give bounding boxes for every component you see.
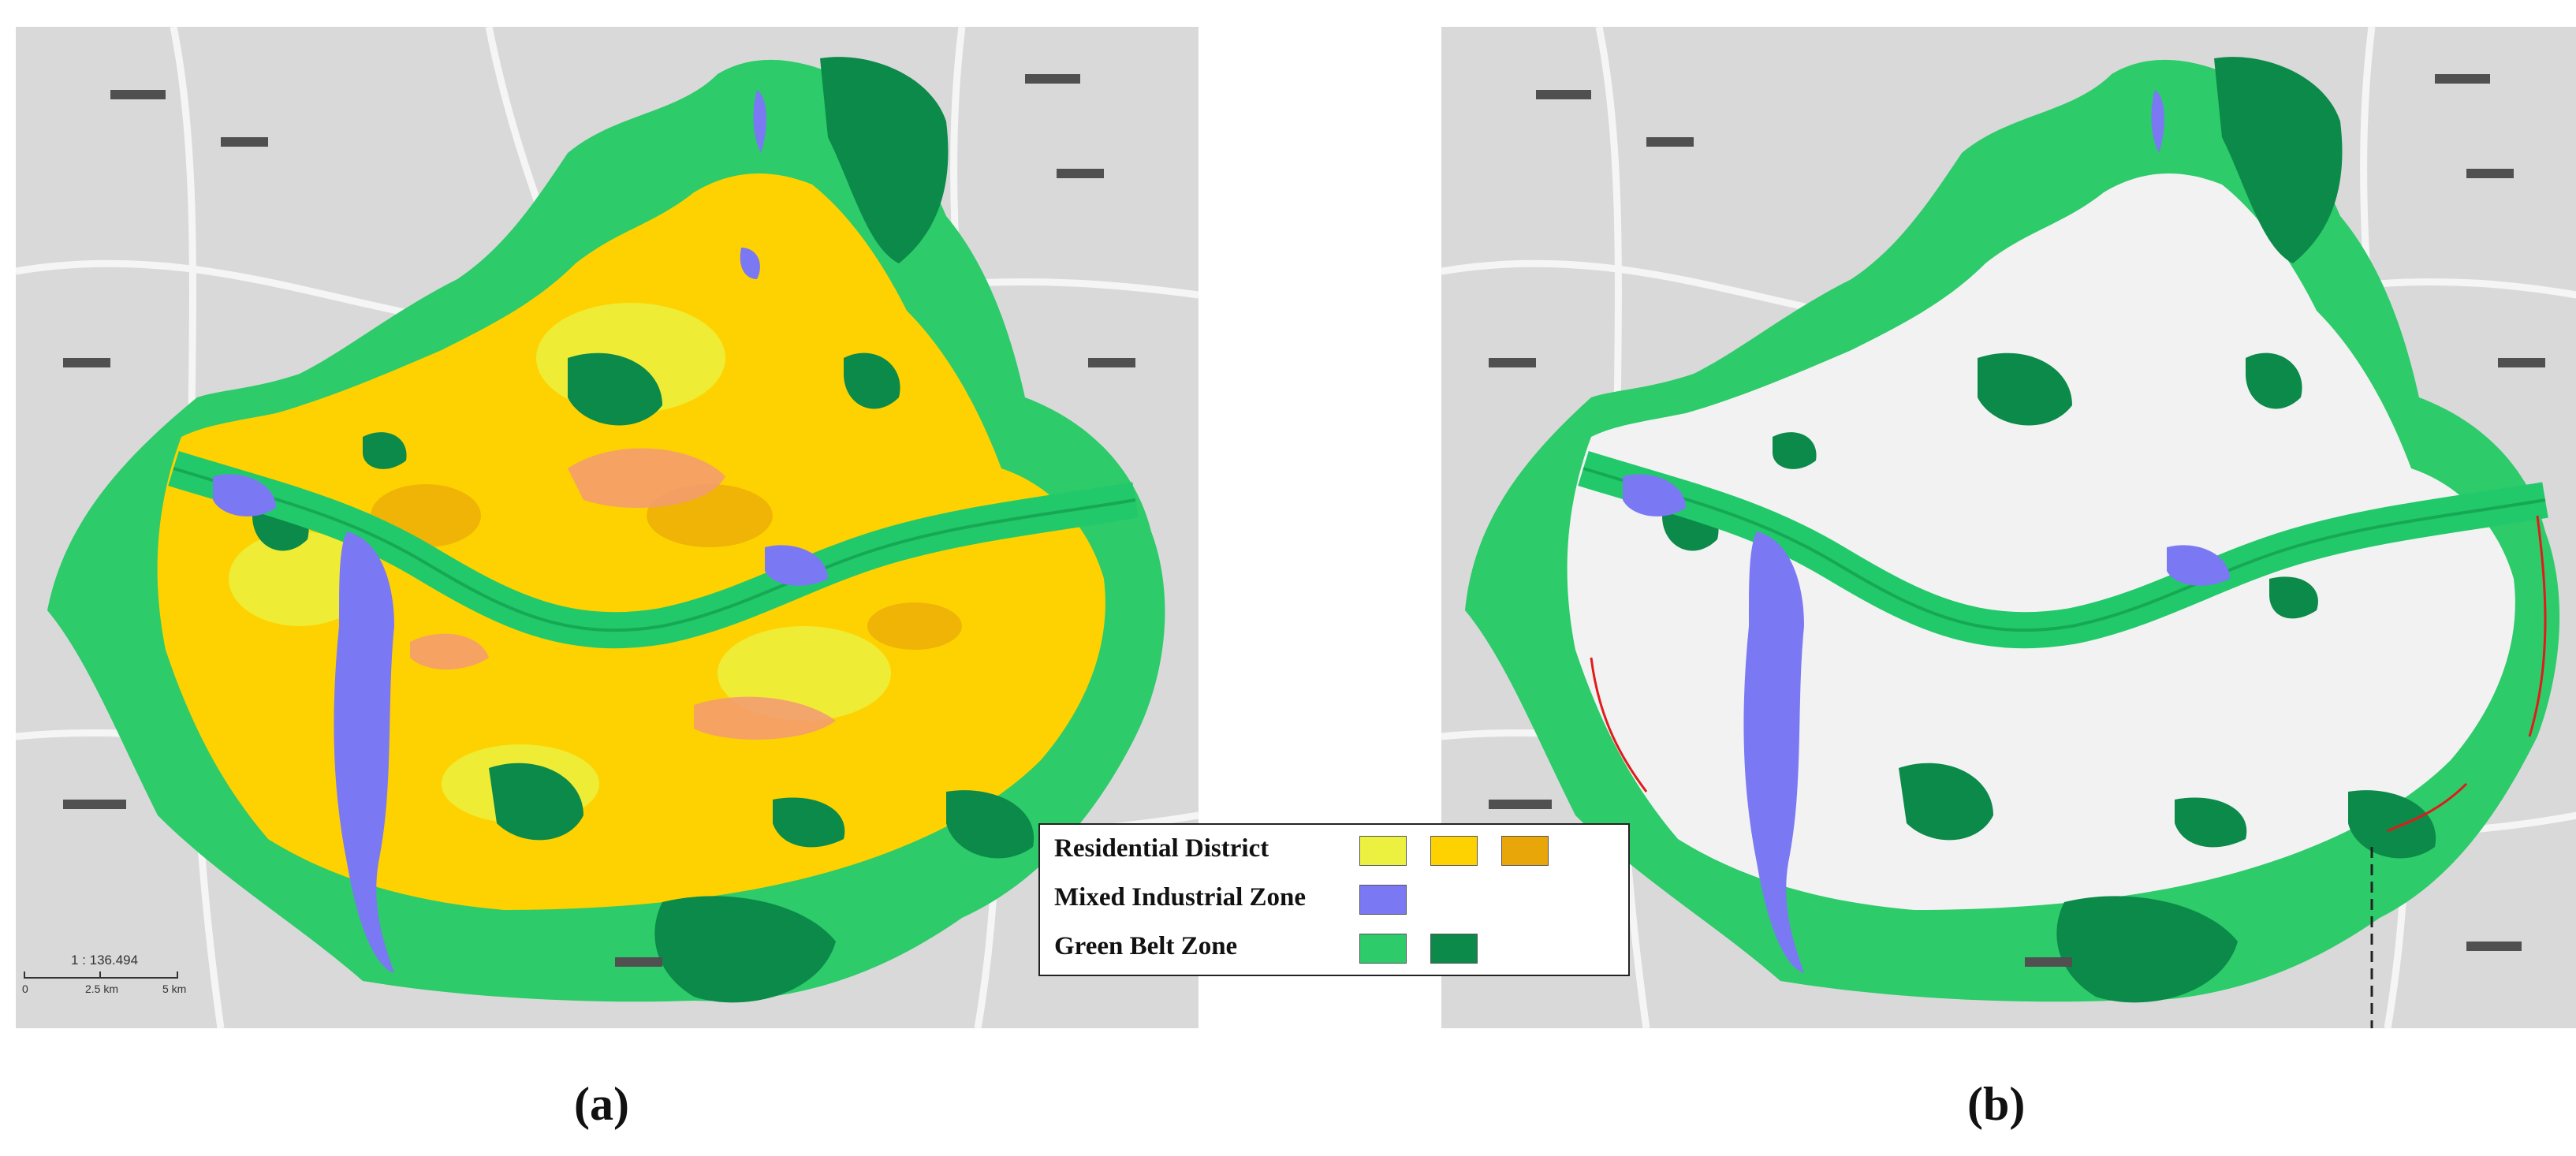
industrial-a [213, 90, 828, 973]
swatch-residential-3 [1501, 836, 1549, 866]
swatch-greenbelt-light [1359, 934, 1407, 964]
industrial-b [1623, 90, 2230, 973]
caption-a: (a) [574, 1078, 629, 1130]
caption-b: (b) [1967, 1078, 2026, 1130]
boundary-red-b [1590, 515, 2547, 833]
swatch-greenbelt-dark [1430, 934, 1478, 964]
river-center-b [1583, 467, 2546, 632]
swatch-industrial [1359, 885, 1407, 915]
legend-label-greenbelt: Green Belt Zone [1054, 932, 1238, 960]
greenbelt-dark-b [1662, 57, 2436, 1003]
river-center-a [173, 467, 1136, 632]
map-panel-a[interactable] [16, 27, 1199, 1028]
scale-line [24, 971, 178, 979]
map-labels-b [1489, 74, 2545, 967]
swatch-residential-2 [1430, 836, 1478, 866]
greenbelt-dark-a [252, 57, 1035, 1003]
scale-tick-5km: 5 km [162, 983, 187, 995]
scale-ratio: 1 : 136.494 [71, 953, 139, 968]
swatch-residential-1 [1359, 836, 1407, 866]
legend-label-residential: Residential District [1054, 834, 1269, 863]
legend-label-industrial: Mixed Industrial Zone [1054, 883, 1307, 912]
map-panel-b[interactable] [1441, 27, 2576, 1028]
map-a-canvas [16, 27, 1199, 1028]
map-b-canvas [1441, 27, 2576, 1028]
commercial-a [410, 448, 836, 740]
scale-mid-tick [99, 971, 101, 979]
scale-bar: 1 : 136.494 0 2.5 km 5 km [22, 953, 197, 1000]
scale-tick-2-5km: 2.5 km [85, 983, 119, 995]
scale-tick-0: 0 [22, 983, 28, 995]
legend-box: Residential District Mixed Industrial Zo… [1038, 823, 1630, 976]
